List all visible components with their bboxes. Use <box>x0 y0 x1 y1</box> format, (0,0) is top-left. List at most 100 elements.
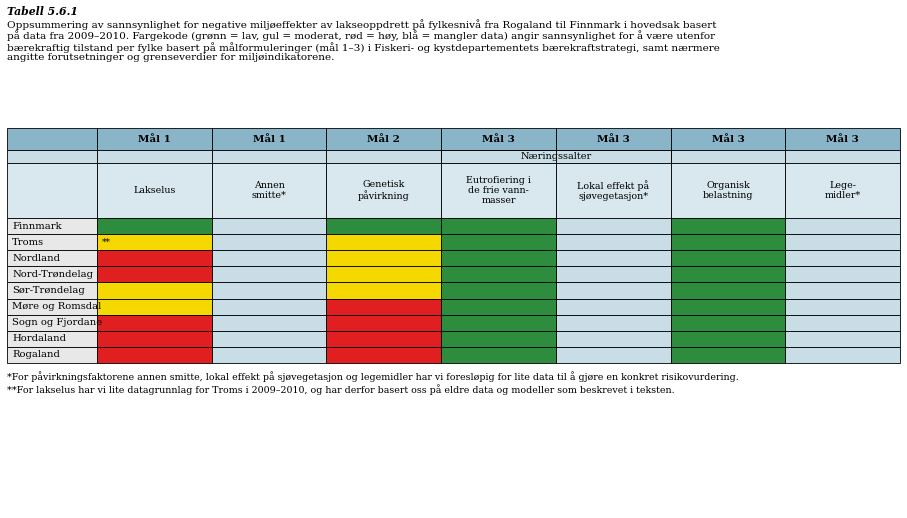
Bar <box>441 218 556 234</box>
Bar <box>670 266 785 282</box>
Text: Finnmark: Finnmark <box>12 222 62 231</box>
Bar <box>327 234 441 250</box>
Bar <box>97 314 211 331</box>
Bar <box>211 163 327 218</box>
Bar <box>7 250 97 266</box>
Bar <box>785 234 900 250</box>
Bar <box>556 150 670 163</box>
Bar <box>97 347 211 363</box>
Text: Mål 3: Mål 3 <box>597 135 629 143</box>
Bar <box>441 266 556 282</box>
Text: Sør-Trøndelag: Sør-Trøndelag <box>12 286 84 295</box>
Bar <box>97 150 211 163</box>
Text: Nord-Trøndelag: Nord-Trøndelag <box>12 270 93 279</box>
Bar <box>7 347 97 363</box>
Bar <box>97 234 211 250</box>
Bar <box>7 150 97 163</box>
Bar <box>7 128 97 150</box>
Bar <box>670 150 785 163</box>
Bar <box>7 298 97 314</box>
Bar <box>7 266 97 282</box>
Text: Næringssalter: Næringssalter <box>521 152 591 161</box>
Bar <box>441 163 556 218</box>
Bar <box>441 150 670 163</box>
Bar <box>7 163 97 218</box>
Text: på data fra 2009–2010. Fargekode (grønn = lav, gul = moderat, rød = høy, blå = m: på data fra 2009–2010. Fargekode (grønn … <box>7 31 715 41</box>
Bar <box>556 314 670 331</box>
Text: *For påvirkningsfaktorene annen smitte, lokal effekt på sjøvegetasjon og legemid: *For påvirkningsfaktorene annen smitte, … <box>7 371 738 382</box>
Bar <box>785 282 900 298</box>
Text: **For lakselus har vi lite datagrunnlag for Troms i 2009–2010, og har derfor bas: **For lakselus har vi lite datagrunnlag … <box>7 384 675 395</box>
Bar <box>785 128 900 150</box>
Bar <box>556 218 670 234</box>
Bar <box>785 163 900 218</box>
Bar <box>441 282 556 298</box>
Bar <box>327 331 441 347</box>
Text: Hordaland: Hordaland <box>12 334 66 343</box>
Bar <box>670 282 785 298</box>
Bar <box>327 347 441 363</box>
Bar <box>327 314 441 331</box>
Bar <box>441 250 556 266</box>
Text: angitte forutsetninger og grenseverdier for miljøindikatorene.: angitte forutsetninger og grenseverdier … <box>7 53 335 63</box>
Bar <box>556 163 670 218</box>
Bar <box>97 218 211 234</box>
Text: Lege-
midler*: Lege- midler* <box>824 181 861 200</box>
Bar <box>327 282 441 298</box>
Bar <box>211 298 327 314</box>
Bar <box>211 234 327 250</box>
Bar <box>556 282 670 298</box>
Bar <box>670 128 785 150</box>
Bar <box>785 250 900 266</box>
Bar <box>211 347 327 363</box>
Text: Oppsummering av sannsynlighet for negative miljøeffekter av lakseoppdrett på fyl: Oppsummering av sannsynlighet for negati… <box>7 19 717 30</box>
Bar <box>556 298 670 314</box>
Bar <box>441 314 556 331</box>
Text: bærekraftig tilstand per fylke basert på målformuleringer (mål 1–3) i Fiskeri- o: bærekraftig tilstand per fylke basert på… <box>7 42 720 53</box>
Bar <box>670 234 785 250</box>
Bar <box>670 298 785 314</box>
Text: Eutrofiering i
de frie vann-
masser: Eutrofiering i de frie vann- masser <box>466 176 531 206</box>
Bar <box>327 150 441 163</box>
Bar <box>785 150 900 163</box>
Bar <box>670 218 785 234</box>
Bar <box>7 234 97 250</box>
Text: Annen
smitte*: Annen smitte* <box>251 181 287 200</box>
Bar <box>670 331 785 347</box>
Bar <box>211 314 327 331</box>
Bar <box>556 347 670 363</box>
Text: Troms: Troms <box>12 238 44 247</box>
Bar <box>327 266 441 282</box>
Text: Mål 1: Mål 1 <box>138 135 171 143</box>
Bar <box>785 331 900 347</box>
Bar <box>785 266 900 282</box>
Bar <box>670 347 785 363</box>
Bar <box>556 234 670 250</box>
Bar <box>441 234 556 250</box>
Text: Mål 3: Mål 3 <box>826 135 859 143</box>
Bar <box>7 218 97 234</box>
Bar <box>211 266 327 282</box>
Bar <box>556 250 670 266</box>
Text: Rogaland: Rogaland <box>12 351 60 359</box>
Bar <box>97 331 211 347</box>
Bar <box>97 298 211 314</box>
Bar <box>7 282 97 298</box>
Text: Lokal effekt på
sjøvegetasjon*: Lokal effekt på sjøvegetasjon* <box>577 180 649 201</box>
Bar <box>785 298 900 314</box>
Bar <box>441 331 556 347</box>
Bar <box>441 298 556 314</box>
Text: Nordland: Nordland <box>12 254 60 263</box>
Text: **: ** <box>102 238 111 247</box>
Bar <box>441 347 556 363</box>
Bar <box>327 163 441 218</box>
Bar <box>670 314 785 331</box>
Bar <box>785 314 900 331</box>
Text: Mål 3: Mål 3 <box>712 135 745 143</box>
Bar <box>556 331 670 347</box>
Text: Møre og Romsdal: Møre og Romsdal <box>12 302 102 311</box>
Bar <box>211 128 327 150</box>
Bar <box>211 218 327 234</box>
Bar <box>211 331 327 347</box>
Text: Genetisk
påvirkning: Genetisk påvirkning <box>358 180 410 202</box>
